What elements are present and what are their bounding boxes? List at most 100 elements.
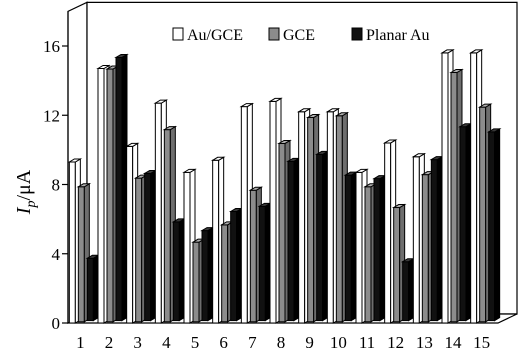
bar-front [298,111,306,324]
x-tick-label: 7 [248,333,257,352]
x-tick-label: 15 [473,333,490,352]
bar-front [488,131,496,322]
x-tick-label: 6 [219,333,228,352]
y-tick-label: 16 [43,37,60,56]
y-axis-title-unit: /μA [13,169,35,200]
bar-front [86,257,94,322]
bar-front [470,52,478,324]
y-tick-label: 4 [52,245,61,264]
legend-label: GCE [283,27,315,44]
bar-front [68,161,76,324]
bar [286,157,301,322]
bar-top [76,183,92,188]
bar-top [305,114,321,119]
bar [200,226,215,322]
bar-front [163,129,171,323]
bar [458,122,473,322]
bar-front [230,211,238,322]
bar [257,202,273,322]
bar-front [479,106,487,323]
bar-front [344,174,352,322]
bar-top [268,97,283,102]
bar-front [355,171,363,324]
bar-side [494,128,501,322]
x-tick-label: 9 [305,333,314,352]
y-tick-label: 12 [43,106,60,125]
bars [67,49,502,324]
bar-front [384,142,392,324]
bar-front [430,159,438,322]
bar-front [287,160,295,322]
bar-front [364,186,372,323]
bar-front [249,189,257,323]
bar-front [212,159,220,324]
x-tick-label: 1 [76,333,85,352]
bar-front [201,230,209,322]
bar-front [393,207,401,323]
y-axis-title-main: I [13,206,35,215]
legend-swatch [268,27,280,41]
bar-front [402,261,410,322]
bar-front [441,52,449,324]
bar [343,171,359,322]
bar-top [334,112,350,117]
bar-top [239,103,255,108]
bar-top [153,99,169,104]
bar-top [477,103,493,108]
bar-top [391,204,407,209]
bar [314,150,330,322]
bar-front [412,156,420,324]
bar-front [307,117,315,323]
bar-front [183,171,191,324]
bar-top [162,126,178,131]
bar [334,111,350,323]
bar-top [210,156,226,161]
bar [171,218,187,322]
bar-top [114,53,129,58]
bar-top [67,158,83,163]
bar-front [135,177,143,323]
legend: Au/GCE GCE Planar Au [172,27,430,44]
bar-top [486,128,502,133]
bar [372,174,387,322]
bar-front [335,115,343,323]
bar-front [450,72,458,323]
bar-front [258,205,266,322]
bar-top [468,49,484,54]
bar-front [240,106,248,324]
bar [486,128,502,322]
bar [142,169,158,322]
bar-front [154,102,162,324]
bar-front [326,111,334,324]
bar-top [248,186,264,191]
legend-swatch [351,27,363,41]
y-tick-label: 8 [52,176,61,195]
bar [114,53,129,322]
bar-front [172,221,180,322]
legend-swatch [172,27,184,41]
bar-front [106,68,114,323]
bar-front [97,68,105,324]
bar-front [115,56,123,322]
bar-top [354,168,369,173]
bar-top [382,139,398,144]
bar-front [373,178,381,322]
x-axis: 1 2 3 4 5 6 7 8 9 10 11 12 13 14 15 [76,333,490,352]
bar-front [316,153,324,322]
bar [228,207,244,322]
bar [85,254,101,322]
x-tick-label: 5 [191,333,200,352]
x-tick-label: 13 [416,333,433,352]
legend-label: Planar Au [366,27,430,44]
y-tick-label: 0 [52,314,61,333]
bar-front [269,100,277,324]
x-tick-label: 14 [445,333,463,352]
bar-top [449,69,464,73]
x-tick-label: 3 [133,333,142,352]
bar-top [411,153,427,158]
bar-front [126,145,134,324]
y-axis-title: Ip/μA [13,169,39,215]
bar-top [96,65,111,70]
